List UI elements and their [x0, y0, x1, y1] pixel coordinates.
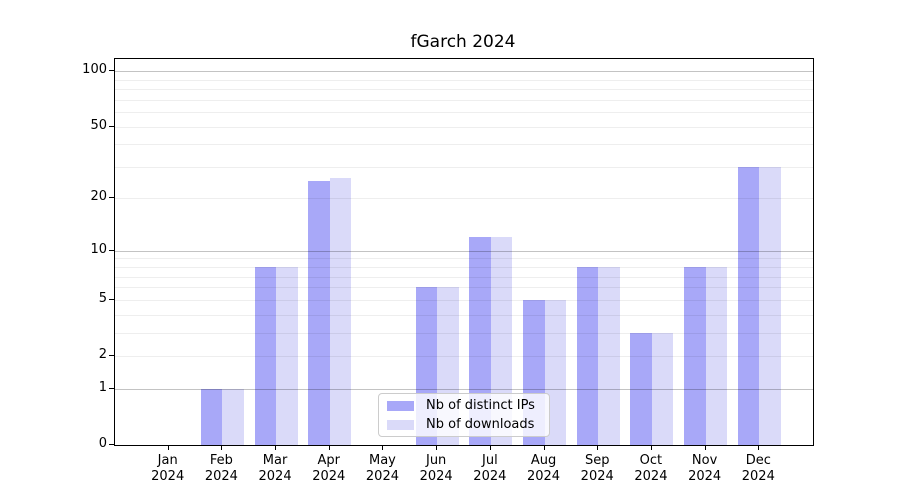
x-tick-mark-aug: [543, 445, 545, 450]
y-tick-mark-5: [109, 298, 114, 300]
x-tick-mark-nov: [704, 445, 706, 450]
x-tick-mark-jan: [167, 445, 169, 450]
bar-feb-downloads: [222, 388, 244, 445]
bar-apr-distinct-ips: [308, 181, 330, 445]
x-tick-label-may: May 2024: [365, 453, 399, 484]
x-tick-label-feb: Feb 2024: [204, 453, 238, 484]
y-tick-mark-2: [109, 355, 114, 356]
bar-nov-distinct-ips: [684, 267, 706, 445]
legend: Nb of distinct IPs Nb of downloads: [378, 393, 550, 437]
bar-oct-downloads: [651, 332, 674, 445]
major-gridline-y1: [115, 388, 813, 390]
major-gridline-y100: [115, 71, 813, 73]
bar-sep-distinct-ips: [576, 267, 599, 445]
minor-gridline-y80: [115, 89, 813, 91]
x-tick-label-aug: Aug 2024: [526, 453, 561, 484]
legend-entry-downloads: Nb of downloads: [387, 417, 541, 432]
x-tick-mark-jul: [489, 445, 491, 450]
x-tick-label-sep: Sep 2024: [580, 453, 614, 484]
x-tick-label-oct: Oct 2024: [634, 453, 668, 484]
bar-mar-downloads: [276, 267, 298, 445]
x-tick-label-jun: Jun 2024: [419, 453, 453, 484]
chart-title: fGarch 2024: [410, 32, 516, 52]
bar-dec-downloads: [759, 166, 781, 445]
bar-sep-downloads: [598, 267, 620, 445]
y-tick-label-10: 10: [90, 241, 107, 257]
legend-label-distinct-ips: Nb of distinct IPs: [426, 398, 535, 413]
minor-gridline-y60: [115, 112, 813, 114]
minor-gridline-y3: [115, 332, 813, 334]
x-tick-label-jan: Jan 2024: [151, 453, 185, 484]
minor-gridline-y7: [115, 276, 813, 278]
x-tick-mark-may: [382, 445, 384, 450]
x-tick-mark-feb: [221, 445, 223, 450]
legend-swatch-distinct-ips: [387, 400, 414, 411]
minor-gridline-y9: [115, 258, 813, 260]
y-tick-label-2: 2: [98, 347, 107, 362]
bar-dec-distinct-ips: [737, 166, 760, 445]
y-tick-label-20: 20: [90, 189, 107, 205]
minor-gridline-y30: [115, 166, 813, 168]
x-tick-mark-mar: [275, 445, 277, 450]
minor-gridline-y6: [115, 287, 813, 289]
y-tick-label-100: 100: [82, 62, 107, 78]
x-tick-label-nov: Nov 2024: [688, 453, 722, 484]
x-tick-mark-sep: [597, 445, 599, 450]
minor-gridline-y5: [115, 299, 813, 301]
bar-mar-distinct-ips: [254, 267, 277, 445]
legend-label-downloads: Nb of downloads: [426, 417, 535, 432]
x-tick-label-apr: Apr 2024: [312, 453, 346, 484]
x-tick-mark-jun: [436, 445, 438, 450]
bar-oct-distinct-ips: [630, 332, 652, 445]
minor-gridline-y90: [115, 79, 813, 81]
y-tick-mark-10: [109, 249, 114, 251]
legend-entry-distinct-ips: Nb of distinct IPs: [387, 398, 541, 413]
minor-gridline-y20: [115, 198, 813, 200]
minor-gridline-y50: [115, 126, 813, 128]
plot-area: [114, 58, 814, 446]
bar-apr-downloads: [329, 178, 352, 445]
minor-gridline-y4: [115, 314, 813, 316]
x-tick-label-mar: Mar 2024: [258, 453, 292, 484]
x-tick-mark-oct: [650, 445, 652, 450]
y-tick-mark-20: [109, 197, 114, 199]
y-tick-label-1: 1: [98, 379, 107, 395]
minor-gridline-y40: [115, 144, 813, 146]
y-tick-label-5: 5: [98, 290, 107, 306]
bar-feb-distinct-ips: [200, 388, 223, 445]
minor-gridline-y70: [115, 99, 813, 101]
y-tick-mark-1: [109, 387, 114, 389]
x-tick-label-dec: Dec 2024: [741, 453, 775, 484]
x-tick-mark-dec: [758, 445, 760, 450]
minor-gridline-y2: [115, 356, 813, 357]
y-tick-label-50: 50: [90, 117, 107, 133]
y-tick-mark-50: [109, 125, 114, 127]
y-tick-mark-100: [109, 70, 114, 72]
major-gridline-y10: [115, 250, 813, 252]
x-tick-mark-apr: [328, 445, 330, 450]
bar-nov-downloads: [705, 267, 728, 445]
legend-swatch-downloads: [387, 419, 414, 430]
minor-gridline-y8: [115, 267, 813, 269]
y-tick-label-0: 0: [98, 436, 107, 451]
x-tick-label-jul: Jul 2024: [473, 453, 507, 484]
y-tick-mark-0: [109, 444, 114, 445]
